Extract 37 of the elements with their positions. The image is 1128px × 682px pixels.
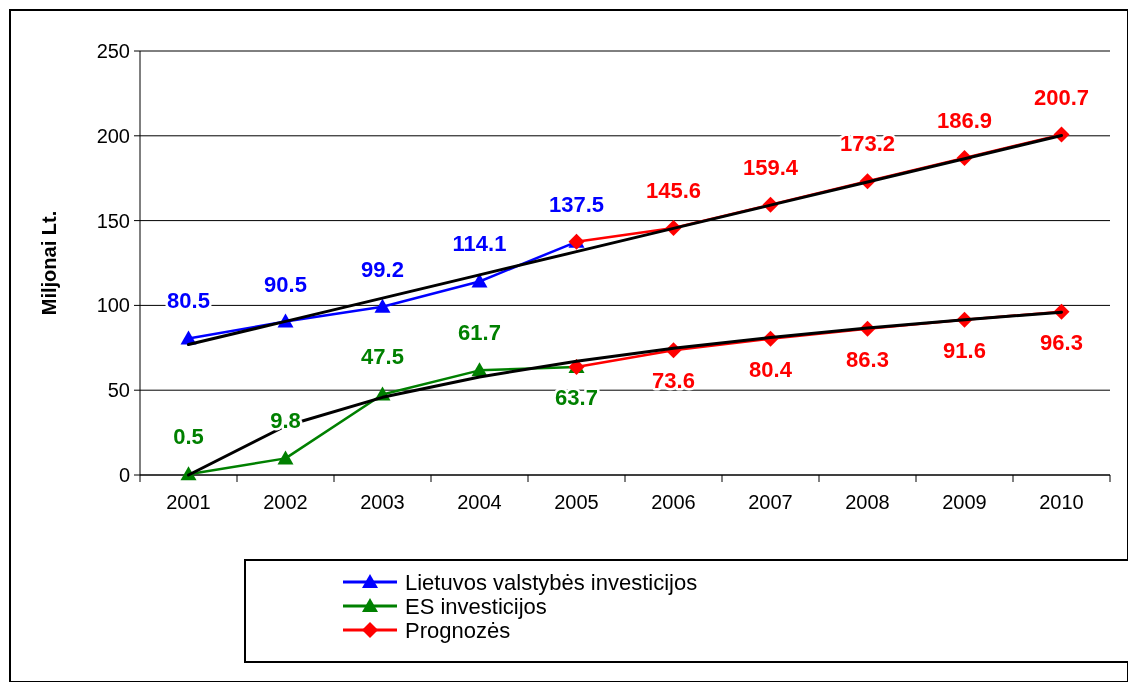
legend-label: Lietuvos valstybės investicijos (405, 569, 698, 595)
data-label: 63.7 (555, 384, 598, 410)
y-tick-label: 50 (107, 379, 130, 402)
data-label: 91.6 (943, 337, 986, 363)
legend-label: Prognozės (405, 617, 511, 643)
data-label: 0.5 (173, 424, 204, 450)
data-label: 114.1 (452, 231, 507, 257)
x-tick-label: 2010 (1039, 491, 1084, 513)
data-label: 173.2 (839, 131, 896, 157)
x-tick-label: 2005 (554, 491, 599, 513)
data-label: 159.4 (742, 154, 799, 180)
data-label: 80.4 (749, 356, 793, 382)
data-label: 47.5 (361, 344, 404, 370)
x-tick-label: 2002 (263, 491, 308, 513)
y-tick-label: 250 (96, 40, 130, 62)
data-label: 186.9 (936, 108, 993, 134)
y-axis-title: Miljonai Lt. (38, 210, 60, 316)
data-label: 200.7 (1033, 84, 1090, 110)
x-tick-label: 2004 (457, 491, 502, 513)
data-label: 61.7 (458, 320, 501, 346)
data-label: 73.6 (652, 368, 695, 394)
x-tick-label: 2007 (748, 491, 793, 513)
data-label: 137.5 (548, 191, 605, 217)
data-label: 145.6 (645, 178, 702, 204)
x-tick-label: 2003 (360, 491, 405, 513)
x-tick-label: 2001 (166, 491, 211, 513)
data-label: 86.3 (846, 346, 889, 372)
x-tick-label: 2009 (942, 491, 987, 513)
data-label: 99.2 (361, 256, 404, 282)
y-tick-label: 200 (96, 124, 130, 147)
data-label: 96.3 (1040, 329, 1083, 355)
y-tick-label: 150 (96, 209, 130, 232)
y-tick-label: 100 (96, 294, 130, 317)
data-label: 90.5 (264, 271, 307, 297)
x-tick-label: 2008 (845, 491, 890, 513)
x-tick-label: 2006 (651, 491, 696, 513)
y-tick-label: 0 (118, 464, 130, 486)
